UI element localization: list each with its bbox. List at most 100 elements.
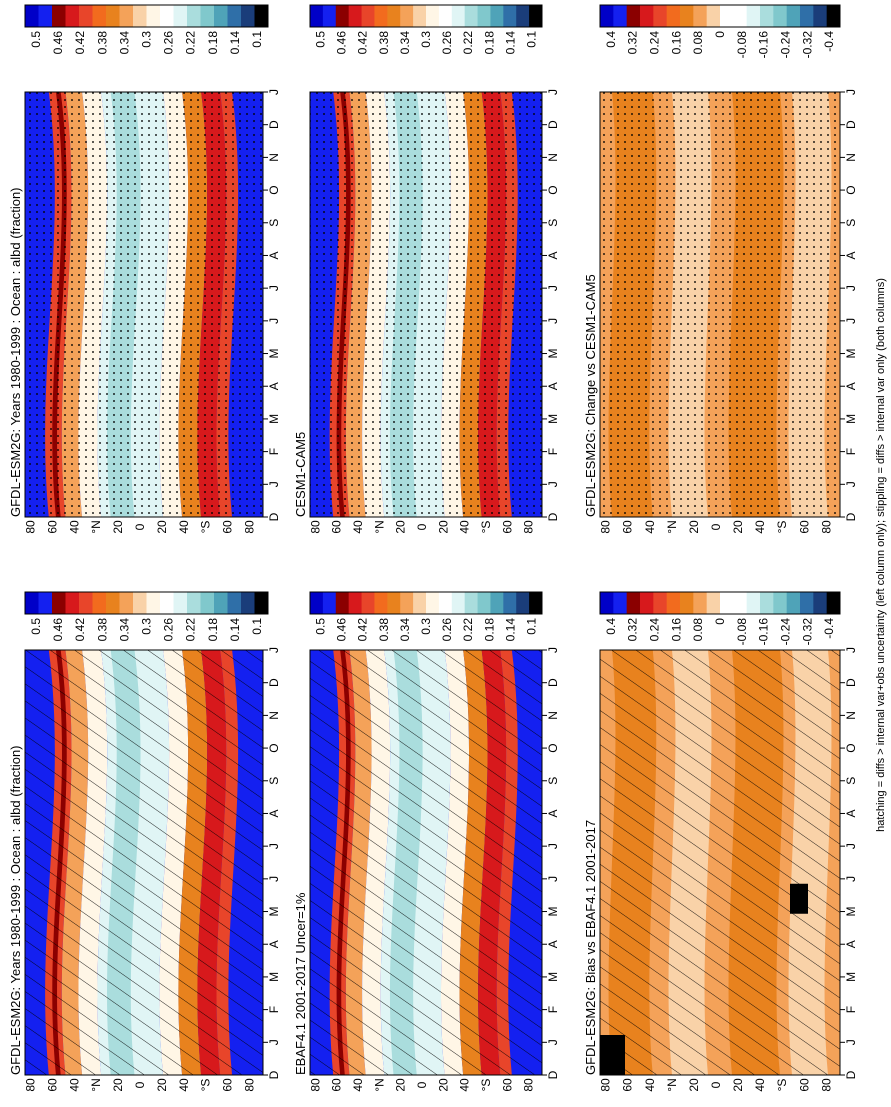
- colorbar-label: 0.26: [162, 31, 176, 55]
- month-tick-label: F: [267, 448, 281, 455]
- colorbar-label: -0.16: [757, 31, 771, 59]
- colorbar-label: -0.24: [778, 618, 792, 646]
- colorbar-swatch: [477, 592, 491, 614]
- figure-caption: hatching = diffs > internal var+obs unce…: [875, 278, 887, 832]
- month-tick-label: A: [546, 251, 560, 259]
- month-tick-label: N: [844, 153, 858, 162]
- latitude-tick-label: °N: [665, 520, 679, 533]
- colorbar-label: 0.4: [604, 618, 618, 635]
- latitude-tick-label: °N: [372, 520, 386, 533]
- colorbar-swatch: [600, 5, 614, 27]
- latitude-tick-label: 60: [621, 1078, 635, 1092]
- latitude-tick-label: °S: [775, 521, 789, 534]
- colorbar-swatch: [361, 592, 375, 614]
- colorbar-swatch: [666, 5, 681, 27]
- month-tick-label: D: [844, 678, 858, 687]
- significance-overlay: [600, 650, 840, 1075]
- colorbar-swatch: [503, 592, 517, 614]
- month-tick-label: J: [844, 1039, 858, 1045]
- colorbar-label: 0: [713, 618, 727, 625]
- colorbar-swatch: [490, 5, 504, 27]
- colorbar-frame: [24, 591, 269, 615]
- colorbar-swatch: [746, 5, 761, 27]
- latitude-tick-label: 40: [458, 520, 472, 534]
- colorbar-label: 0.22: [184, 618, 198, 642]
- colorbar-label: 0: [713, 31, 727, 38]
- colorbar-label: 0.14: [503, 618, 517, 642]
- colorbar-swatch: [133, 592, 147, 614]
- colorbar-swatch: [451, 5, 466, 27]
- month-tick-label: N: [546, 711, 560, 720]
- latitude-tick-label: 60: [221, 520, 235, 534]
- colorbar-swatch: [241, 592, 255, 614]
- month-tick-label: J: [267, 843, 281, 849]
- colorbar-swatch: [720, 592, 734, 614]
- month-tick-label: A: [267, 251, 281, 259]
- colorbar-swatch: [464, 5, 479, 27]
- month-tick-label: M: [844, 349, 858, 359]
- colorbar-swatch: [119, 5, 134, 27]
- latitude-tick-label: 20: [436, 1078, 450, 1092]
- colorbar-label: 0.16: [669, 618, 683, 642]
- colorbar-label: 0.5: [29, 618, 43, 635]
- month-tick-label: J: [267, 285, 281, 291]
- latitude-tick-label: 40: [351, 1078, 365, 1092]
- significance-overlay: [600, 92, 840, 517]
- latitude-tick-label: 40: [67, 1078, 81, 1092]
- latitude-tick-label: °N: [665, 1078, 679, 1091]
- colorbar-swatch: [786, 592, 801, 614]
- colorbar-label: 0.42: [356, 31, 370, 55]
- latitude-tick-label: °S: [479, 521, 493, 534]
- colorbar-label: 0.1: [524, 31, 538, 48]
- colorbar-swatch: [322, 5, 337, 27]
- colorbar-swatch: [38, 592, 53, 614]
- latitude-tick-label: °S: [199, 1079, 213, 1092]
- colorbar-swatch: [400, 5, 414, 27]
- colorbar-label: 0.38: [377, 618, 391, 642]
- colorbar-label: 0.38: [95, 31, 109, 55]
- colorbar-label: 0.42: [356, 618, 370, 642]
- month-tick-label: D: [546, 512, 560, 521]
- significance-overlay: [25, 92, 263, 517]
- significance-overlay: [310, 92, 542, 517]
- colorbar-swatch: [119, 592, 134, 614]
- colorbar-swatch: [693, 592, 708, 614]
- month-tick-label: M: [844, 972, 858, 982]
- colorbar-swatch: [516, 5, 530, 27]
- month-tick-label: J: [546, 318, 560, 324]
- latitude-tick-label: °S: [479, 1079, 493, 1092]
- latitude-tick-label: 20: [394, 520, 408, 534]
- latitude-tick-label: 40: [177, 520, 191, 534]
- month-tick-label: M: [267, 907, 281, 917]
- colorbar-swatch: [813, 592, 828, 614]
- month-tick-label: S: [546, 777, 560, 785]
- month-tick-label: S: [546, 219, 560, 227]
- colorbar-swatch: [187, 592, 201, 614]
- latitude-tick-label: 60: [500, 1078, 514, 1092]
- colorbar-swatch: [173, 5, 188, 27]
- colorbar-swatch: [322, 592, 337, 614]
- month-tick-label: D: [267, 120, 281, 129]
- colorbar-swatch: [626, 592, 641, 614]
- month-tick-label: J: [267, 876, 281, 882]
- colorbar-label: 0.24: [648, 618, 662, 642]
- colorbar-label: -0.4: [822, 618, 836, 639]
- colorbar-label: 0.3: [140, 618, 154, 635]
- colorbar-swatch: [187, 5, 201, 27]
- month-tick-label: N: [844, 711, 858, 720]
- latitude-tick-label: 20: [687, 520, 701, 534]
- colorbar-label: 0.3: [419, 618, 433, 635]
- month-tick-label: A: [267, 809, 281, 817]
- colorbar-label: -0.32: [800, 618, 814, 646]
- colorbar-swatch: [52, 592, 66, 614]
- colorbar-swatch: [451, 592, 466, 614]
- latitude-tick-label: 80: [599, 1078, 613, 1092]
- colorbar-swatch: [92, 592, 107, 614]
- colorbar-label: 0.34: [398, 618, 412, 642]
- month-tick-label: J: [267, 89, 281, 95]
- colorbar-swatch: [529, 5, 543, 27]
- panel-p3: EBAF4.1 2001-2017 Uncer=1%80 60 40 °N 20 0 20 4…: [293, 591, 560, 1092]
- colorbar-swatch: [310, 5, 324, 27]
- colorbar-swatch: [733, 592, 748, 614]
